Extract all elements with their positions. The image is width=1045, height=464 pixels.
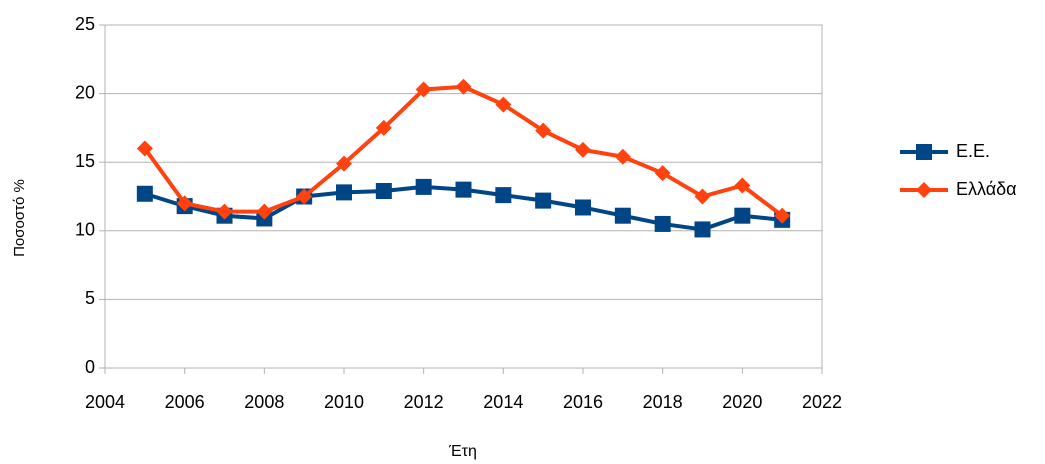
marker: [614, 207, 631, 224]
marker: [136, 140, 153, 157]
marker: [495, 96, 512, 113]
x-tick-label: 2020: [722, 392, 762, 412]
marker: [455, 181, 472, 198]
y-axis-label: Ποσοστό %: [11, 179, 28, 257]
x-tick-label: 2022: [802, 392, 842, 412]
marker: [216, 203, 233, 220]
x-tick-label: 2012: [404, 392, 444, 412]
marker: [575, 141, 591, 158]
marker: [654, 165, 671, 182]
x-tick-label: 2014: [483, 392, 523, 412]
marker: [136, 185, 153, 202]
x-tick-label: 2008: [244, 392, 284, 412]
marker: [176, 195, 193, 212]
marker: [495, 187, 512, 204]
legend-marker: [916, 144, 932, 160]
marker: [694, 188, 711, 205]
marker: [256, 203, 273, 220]
legend-label: Ελλάδα: [956, 179, 1017, 199]
marker: [455, 78, 472, 95]
y-tick-label: 10: [75, 220, 95, 240]
legend-marker: [916, 182, 932, 198]
x-tick-label: 2004: [85, 392, 125, 412]
x-tick-label: 2010: [324, 392, 364, 412]
x-axis-label: Έτη: [448, 443, 477, 460]
marker: [296, 188, 313, 205]
marker: [336, 155, 352, 172]
y-tick-label: 0: [85, 357, 95, 377]
legend-label: Ε.Ε.: [956, 141, 990, 161]
y-tick-label: 25: [75, 14, 95, 34]
y-tick-label: 20: [75, 82, 95, 102]
marker: [774, 207, 791, 224]
x-tick-label: 2006: [165, 392, 205, 412]
y-tick-label: 5: [85, 288, 95, 308]
marker: [535, 122, 552, 139]
x-tick-label: 2018: [643, 392, 683, 412]
plot-border: [104, 24, 823, 369]
marker: [734, 177, 751, 194]
marker: [415, 81, 432, 98]
marker: [375, 183, 392, 200]
y-tick-label: 15: [75, 151, 95, 171]
x-tick-label: 2016: [563, 392, 603, 412]
marker: [336, 184, 352, 201]
marker: [575, 199, 591, 216]
marker: [375, 119, 392, 136]
marker: [614, 148, 631, 165]
marker: [734, 207, 751, 224]
marker: [535, 192, 552, 209]
marker: [415, 178, 432, 195]
marker: [654, 215, 671, 232]
marker: [694, 221, 711, 238]
